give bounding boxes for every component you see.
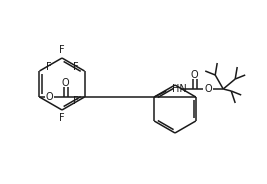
Text: HN: HN — [172, 84, 187, 94]
Text: F: F — [46, 62, 51, 72]
Text: O: O — [205, 84, 212, 94]
Text: O: O — [190, 70, 198, 80]
Text: O: O — [62, 78, 69, 88]
Text: F: F — [59, 113, 65, 123]
Text: F: F — [73, 62, 78, 72]
Text: F: F — [59, 45, 65, 55]
Text: O: O — [46, 92, 53, 102]
Text: F: F — [73, 96, 78, 106]
